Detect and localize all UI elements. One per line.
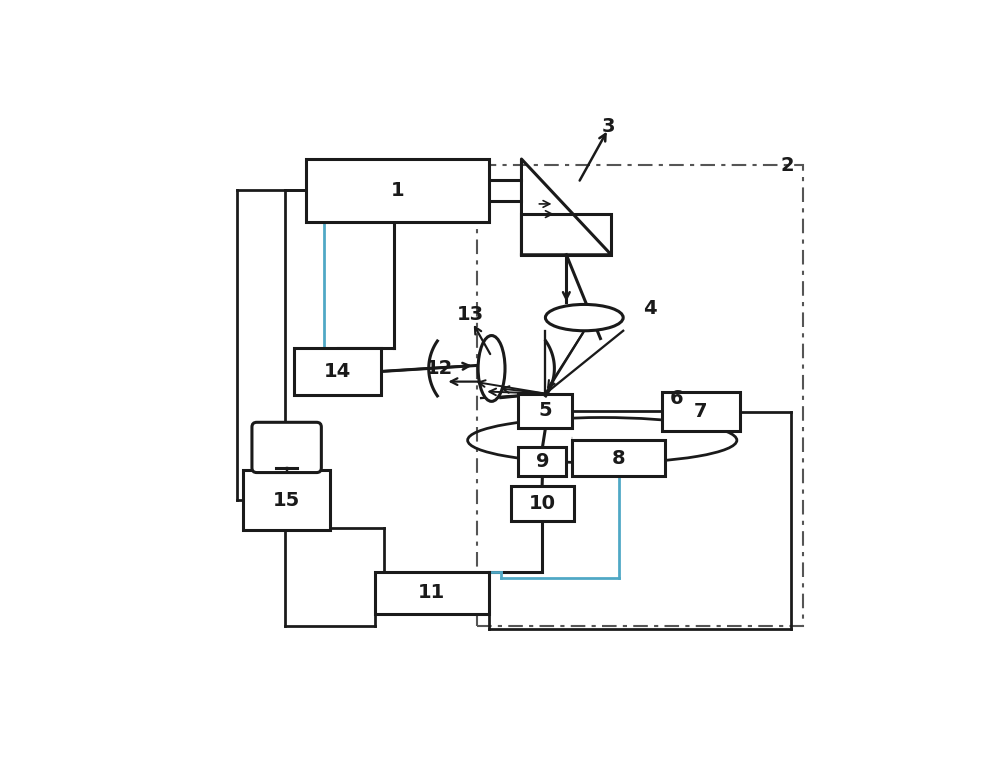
Bar — [243, 470, 330, 530]
Text: 8: 8 — [612, 448, 626, 468]
Text: 11: 11 — [418, 584, 445, 602]
Text: 6: 6 — [670, 388, 684, 408]
Text: 9: 9 — [536, 452, 549, 472]
Bar — [662, 392, 740, 431]
Text: 2: 2 — [781, 155, 795, 175]
Bar — [518, 394, 572, 428]
Text: 14: 14 — [324, 362, 351, 381]
Bar — [306, 159, 489, 222]
Bar — [518, 448, 566, 476]
Ellipse shape — [478, 336, 505, 402]
Bar — [294, 347, 381, 395]
Text: 3: 3 — [601, 117, 615, 136]
Text: 5: 5 — [539, 402, 552, 420]
Text: 13: 13 — [457, 305, 484, 324]
Bar — [511, 486, 574, 521]
Text: 12: 12 — [426, 359, 453, 378]
Bar — [572, 441, 665, 476]
Text: 4: 4 — [643, 299, 657, 318]
Bar — [375, 572, 489, 614]
Text: 10: 10 — [529, 494, 556, 513]
Text: 1: 1 — [391, 181, 404, 200]
Text: 15: 15 — [273, 490, 300, 510]
Text: 7: 7 — [694, 402, 708, 421]
FancyBboxPatch shape — [252, 423, 321, 472]
Ellipse shape — [545, 305, 623, 331]
Bar — [521, 214, 611, 255]
Bar — [477, 165, 803, 625]
